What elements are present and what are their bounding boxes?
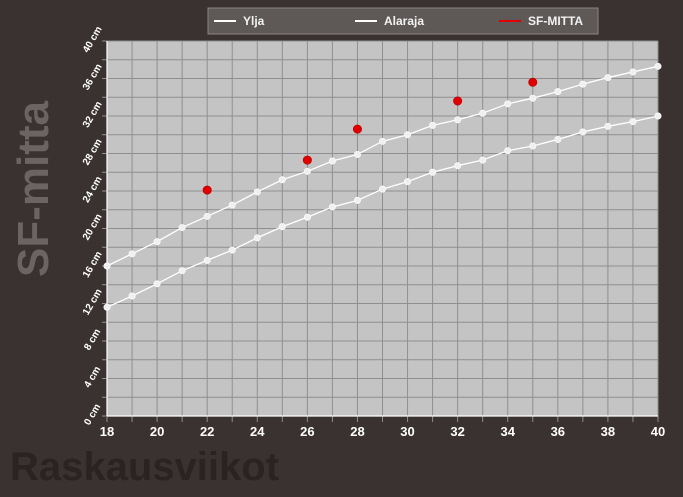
x-tick-labels: 18 20 22 24 26 28 30 32 34 36 38 40 (100, 424, 665, 439)
data-point (529, 142, 537, 150)
y-tick-label: 16 cm (81, 250, 105, 280)
data-point (352, 124, 362, 134)
data-point (454, 116, 462, 124)
data-point (604, 74, 612, 82)
data-point (228, 201, 236, 209)
data-point (479, 109, 487, 117)
data-point (378, 137, 386, 145)
data-point (404, 131, 412, 139)
y-tick-label: 24 cm (81, 175, 105, 205)
data-point (479, 156, 487, 164)
data-point (253, 188, 261, 196)
data-point (303, 167, 311, 175)
data-point (178, 224, 186, 232)
data-point (303, 213, 311, 221)
x-tick-label: 20 (150, 424, 164, 439)
data-point (153, 238, 161, 246)
data-point (378, 185, 386, 193)
data-point (103, 262, 111, 270)
x-tick-label: 32 (450, 424, 464, 439)
data-point (604, 122, 612, 130)
data-point (328, 157, 336, 165)
data-point (629, 68, 637, 76)
data-point (629, 118, 637, 126)
y-tick-label: 8 cm (82, 327, 103, 352)
data-point (353, 196, 361, 204)
data-point (103, 303, 111, 311)
x-tick-label: 28 (350, 424, 364, 439)
gridlines (102, 40, 659, 422)
y-tick-label: 12 cm (81, 287, 105, 317)
data-point (128, 250, 136, 258)
y-tick-label: 20 cm (81, 212, 105, 242)
data-point (278, 223, 286, 231)
data-point (228, 246, 236, 254)
data-point (253, 234, 261, 242)
data-point (504, 100, 512, 108)
legend-label: SF-MITTA (528, 14, 583, 28)
data-point (353, 150, 361, 158)
x-tick-label: 36 (551, 424, 565, 439)
x-tick-label: 26 (300, 424, 314, 439)
legend-box (207, 7, 599, 35)
data-point (203, 256, 211, 264)
x-tick-label: 24 (250, 424, 265, 439)
x-tick-label: 22 (200, 424, 214, 439)
data-point (654, 112, 662, 120)
x-tick-label: 38 (601, 424, 615, 439)
data-point (178, 267, 186, 275)
x-tick-label: 30 (400, 424, 414, 439)
y-tick-label: 36 cm (81, 62, 105, 92)
data-point (203, 212, 211, 220)
y-tick-label: 40 cm (81, 25, 105, 55)
x-tick-label: 18 (100, 424, 114, 439)
x-tick-label: 40 (651, 424, 665, 439)
data-point (328, 203, 336, 211)
data-point (429, 121, 437, 129)
data-point (504, 147, 512, 155)
data-point (128, 292, 136, 300)
data-point (429, 168, 437, 176)
data-point (404, 178, 412, 186)
y-axis-title: SF-mitta (9, 100, 58, 277)
data-point (302, 155, 312, 165)
data-point (278, 176, 286, 184)
x-tick-label: 34 (500, 424, 515, 439)
legend: Ylja Alaraja SF-MITTA (214, 14, 583, 28)
data-point (579, 80, 587, 88)
data-point (528, 77, 538, 87)
data-point (654, 62, 662, 70)
y-tick-label: 32 cm (81, 100, 105, 130)
series-group (103, 62, 662, 311)
data-point (529, 94, 537, 102)
legend-label: Ylja (243, 14, 265, 28)
data-point (579, 128, 587, 136)
data-point (554, 88, 562, 96)
data-point (202, 185, 212, 195)
data-point (554, 135, 562, 143)
data-point (153, 280, 161, 288)
x-axis-title: Raskausviikot (10, 445, 279, 489)
y-tick-label: 4 cm (82, 365, 103, 390)
legend-label: Alaraja (384, 14, 424, 28)
y-tick-label: 28 cm (81, 137, 105, 167)
data-point (454, 162, 462, 170)
data-point (453, 96, 463, 106)
